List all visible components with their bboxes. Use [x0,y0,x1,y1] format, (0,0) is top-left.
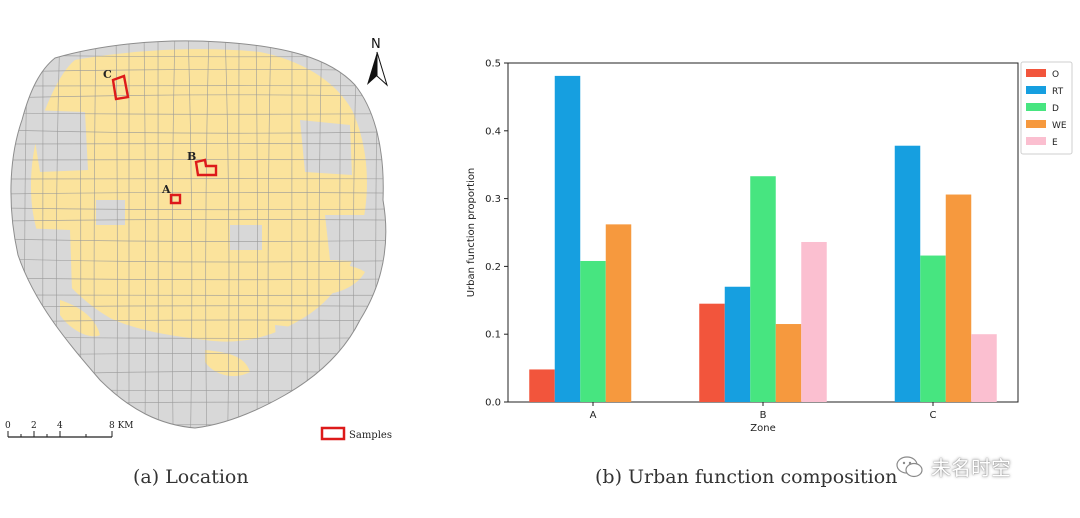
sample-zone-a [169,193,182,205]
y-tick-label: 0.5 [485,59,501,70]
samples-legend-label: Samples [349,430,392,441]
bars [529,75,997,402]
legend-frame [1020,61,1073,155]
bar-we-b [775,324,802,402]
legend-swatch-rt [1026,86,1046,94]
bar-d-c [920,255,946,402]
road-network [10,40,386,428]
watermark-text: 未名时空 [931,456,1011,480]
x-tick-label: C [930,410,937,421]
x-axis-label: Zone [750,423,775,434]
urban-function-chart-panel: 0.0 0.1 0.2 0.3 0.4 0.5 A B C Urban function pr… [440,0,1080,513]
legend-label-rt: RT [1052,87,1064,97]
legend-label-e: E [1052,138,1058,148]
scale-tick-2: 2 [31,421,37,431]
y-tick-label: 0.1 [485,330,501,341]
watermark: 未名时空 [895,452,1011,481]
y-tick-label: 0.0 [485,398,501,409]
samples-legend-swatch [320,426,346,441]
bar-we-c [945,194,972,402]
legend-label-o: O [1052,70,1059,80]
caption-urban-function: (b) Urban function composition [595,466,898,488]
sample-zone-c [111,74,130,101]
x-tick-label: A [590,410,597,421]
y-tick-label: 0.2 [485,262,501,273]
scale-tick-4: 4 [57,421,63,431]
legend-swatch-o [1026,69,1046,77]
gray-patches [20,110,375,400]
chart-legend: O RT D WE E [1020,61,1073,155]
location-map: C B A N 0 2 4 8 KM Samples [5,37,392,441]
scale-tick-0: 0 [5,421,11,431]
sample-zones [111,74,218,205]
sample-label-b: B [187,150,196,163]
north-label: N [371,37,381,52]
scale-bar [7,431,113,438]
y-tick-label: 0.3 [485,194,501,205]
sample-zone-b [194,158,218,177]
sample-label-c: C [103,68,112,81]
y-axis-label: Urban function proportion [466,168,477,298]
bar-rt-a [554,75,581,402]
legend-label-d: D [1052,104,1059,114]
bar-o-b [699,303,725,402]
x-tick-label: B [760,410,767,421]
y-axis: 0.0 0.1 0.2 0.3 0.4 0.5 [485,59,508,409]
bar-d-a [580,260,606,402]
bar-rt-c [894,145,921,402]
urban-function-bar-chart: 0.0 0.1 0.2 0.3 0.4 0.5 A B C Urban function pr… [466,59,1073,434]
legend-swatch-we [1026,120,1046,128]
bar-e-b [801,241,827,402]
bar-we-a [605,224,632,402]
legend-label-we: WE [1052,121,1067,131]
bar-rt-b [724,286,751,402]
caption-location: (a) Location [133,466,249,488]
legend-swatch-e [1026,137,1046,145]
bar-d-b [750,176,776,402]
x-axis: A B C [590,402,937,421]
bar-e-c [971,334,997,402]
city-border [10,40,387,429]
sample-label-a: A [161,183,171,196]
legend-swatch-d [1026,103,1046,111]
y-tick-label: 0.4 [485,126,501,137]
location-map-panel: C B A N 0 2 4 8 KM Samples [0,0,440,513]
urban-area [30,49,367,377]
wechat-icon [896,455,923,477]
north-arrow-icon [367,51,388,87]
bar-o-a [529,369,555,402]
scale-tick-8: 8 KM [109,421,134,431]
